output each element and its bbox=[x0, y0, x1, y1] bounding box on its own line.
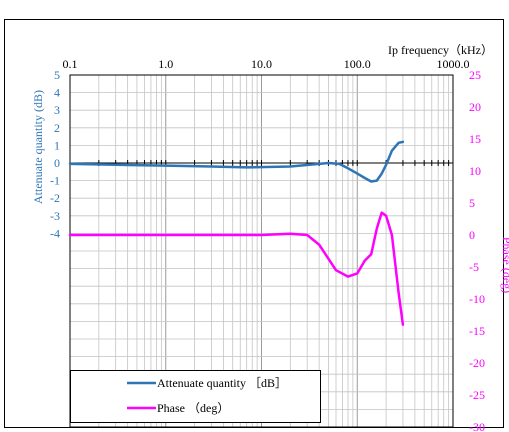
right-tick-label: -25 bbox=[469, 388, 485, 402]
left-tick-label: 0 bbox=[54, 156, 60, 170]
tick-labels: 0.1 1.0 10.0 100.0 1000.0543210-1-2-3-425201… bbox=[50, 57, 485, 432]
x-tick-label: 1000.0 bbox=[437, 57, 470, 71]
plot-area bbox=[69, 74, 454, 428]
legend-box bbox=[70, 370, 321, 423]
left-tick-label: -1 bbox=[50, 174, 60, 188]
x-tick-label: 1.0 bbox=[158, 57, 173, 71]
right-tick-label: 15 bbox=[469, 132, 481, 146]
left-tick-label: 4 bbox=[54, 86, 60, 100]
x-axis-title: Ip frequency（kHz） bbox=[388, 43, 493, 57]
left-axis-title: Attenuate quantity (dB) bbox=[31, 90, 45, 204]
right-axis-title: Phase (deg) bbox=[500, 237, 509, 293]
legend-label-phase: Phase （deg） bbox=[157, 401, 229, 415]
left-tick-label: -3 bbox=[50, 209, 60, 223]
series-line-attenuate bbox=[68, 140, 405, 183]
series-line-phase bbox=[68, 211, 405, 326]
right-tick-label: -15 bbox=[469, 324, 485, 338]
x-tick-label: 0.1 bbox=[63, 57, 78, 71]
left-tick-label: 1 bbox=[54, 138, 60, 152]
right-tick-label: 10 bbox=[469, 164, 481, 178]
right-tick-label: 5 bbox=[469, 196, 475, 210]
right-tick-label: -30 bbox=[469, 420, 485, 432]
legend-label-attenuate: Attenuate quantity ［dB］ bbox=[157, 376, 287, 390]
right-tick-label: -20 bbox=[469, 356, 485, 370]
left-tick-label: 2 bbox=[54, 121, 60, 135]
legend: Attenuate quantity ［dB］ Phase （deg） bbox=[70, 370, 321, 423]
axes bbox=[69, 74, 454, 428]
series bbox=[68, 140, 405, 326]
right-tick-label: 0 bbox=[469, 228, 475, 242]
left-tick-label: 3 bbox=[54, 103, 60, 117]
right-tick-label: 20 bbox=[469, 100, 481, 114]
right-tick-label: 25 bbox=[469, 68, 481, 82]
right-tick-label: -10 bbox=[469, 292, 485, 306]
left-tick-label: -4 bbox=[50, 226, 60, 240]
left-tick-label: -2 bbox=[50, 191, 60, 205]
x-tick-label: 100.0 bbox=[344, 57, 371, 71]
right-tick-label: -5 bbox=[469, 260, 479, 274]
chart-border bbox=[4, 19, 504, 428]
left-tick-label: 5 bbox=[54, 68, 60, 82]
x-tick-label: 10.0 bbox=[251, 57, 272, 71]
